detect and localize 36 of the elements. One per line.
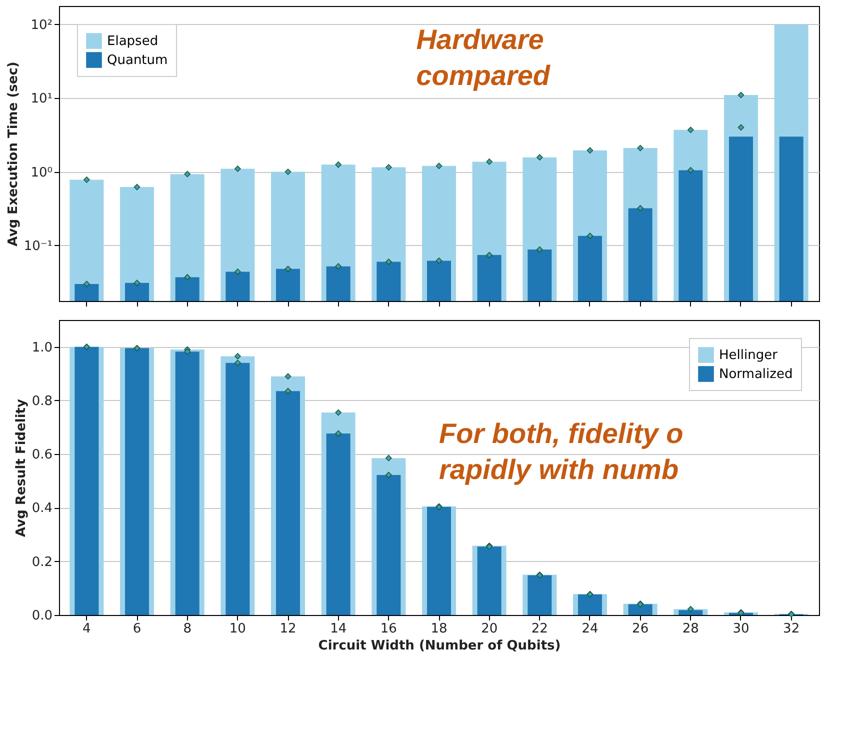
x-tick-label: 30: [732, 622, 750, 636]
legend-label: Elapsed: [107, 34, 158, 49]
annotation: Hardware: [416, 24, 544, 55]
annotation: For both, fidelity o: [439, 418, 684, 449]
legend-label: Hellinger: [719, 348, 778, 363]
x-tick-label: 10: [229, 622, 246, 636]
y-axis-title: Avg Result Fidelity: [14, 398, 29, 537]
legend-label: Quantum: [107, 53, 168, 68]
x-tick-label: 14: [330, 622, 347, 636]
x-tick-label: 16: [380, 622, 397, 636]
y-tick-label: 0.6: [32, 448, 52, 463]
x-tick-label: 22: [531, 622, 548, 636]
x-tick-label: 6: [132, 622, 142, 636]
annotation: rapidly with numb: [439, 454, 679, 485]
y-tick-label: 10⁰: [30, 165, 52, 180]
y-tick-label: 0.4: [32, 501, 52, 516]
y-tick-label: 10²: [30, 18, 52, 33]
annotation: compared: [416, 60, 551, 91]
x-tick-label: 18: [430, 622, 448, 636]
x-axis-title: Circuit Width (Number of Qubits): [318, 638, 561, 654]
x-tick-label: 4: [82, 622, 91, 636]
x-tick-label: 28: [682, 622, 699, 636]
legend-label: Normalized: [719, 367, 793, 382]
y-tick-label: 0.2: [32, 554, 52, 570]
y-tick-label: 0.0: [32, 608, 52, 624]
y-tick-label: 1.0: [32, 340, 52, 356]
x-tick-label: 20: [481, 622, 498, 636]
y-axis-title: Avg Execution Time (sec): [6, 62, 21, 246]
x-tick-label: 26: [632, 622, 649, 636]
y-tick-label: 0.8: [32, 394, 52, 409]
x-tick-label: 32: [783, 622, 800, 636]
x-tick-label: 12: [280, 622, 296, 636]
x-tick-label: 8: [183, 622, 192, 636]
y-tick-label: 10⁻¹: [24, 238, 52, 254]
y-tick-label: 10¹: [30, 92, 52, 107]
x-tick-label: 24: [582, 622, 598, 636]
